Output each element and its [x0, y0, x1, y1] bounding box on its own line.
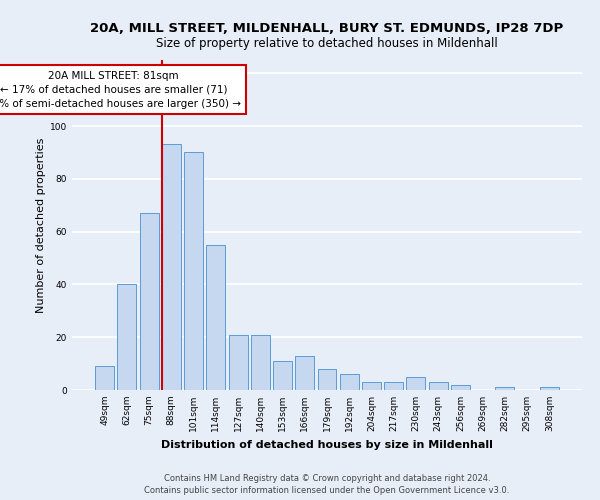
Y-axis label: Number of detached properties: Number of detached properties	[36, 138, 46, 312]
Bar	[406, 377, 425, 390]
Bar	[451, 384, 470, 390]
Bar	[229, 334, 248, 390]
X-axis label: Distribution of detached houses by size in Mildenhall: Distribution of detached houses by size …	[161, 440, 493, 450]
Bar	[429, 382, 448, 390]
Bar	[340, 374, 359, 390]
Bar	[251, 334, 270, 390]
Bar	[162, 144, 181, 390]
Bar	[95, 366, 114, 390]
Text: 20A, MILL STREET, MILDENHALL, BURY ST. EDMUNDS, IP28 7DP: 20A, MILL STREET, MILDENHALL, BURY ST. E…	[91, 22, 563, 36]
Text: Contains HM Land Registry data © Crown copyright and database right 2024.
Contai: Contains HM Land Registry data © Crown c…	[145, 474, 509, 495]
Bar	[206, 245, 225, 390]
Bar	[118, 284, 136, 390]
Bar	[496, 388, 514, 390]
Bar	[140, 213, 158, 390]
Bar	[362, 382, 381, 390]
Bar	[184, 152, 203, 390]
Text: 20A MILL STREET: 81sqm
← 17% of detached houses are smaller (71)
83% of semi-det: 20A MILL STREET: 81sqm ← 17% of detached…	[0, 70, 241, 108]
Text: Size of property relative to detached houses in Mildenhall: Size of property relative to detached ho…	[156, 38, 498, 51]
Bar	[540, 388, 559, 390]
Bar	[317, 369, 337, 390]
Bar	[384, 382, 403, 390]
Bar	[273, 361, 292, 390]
Bar	[295, 356, 314, 390]
